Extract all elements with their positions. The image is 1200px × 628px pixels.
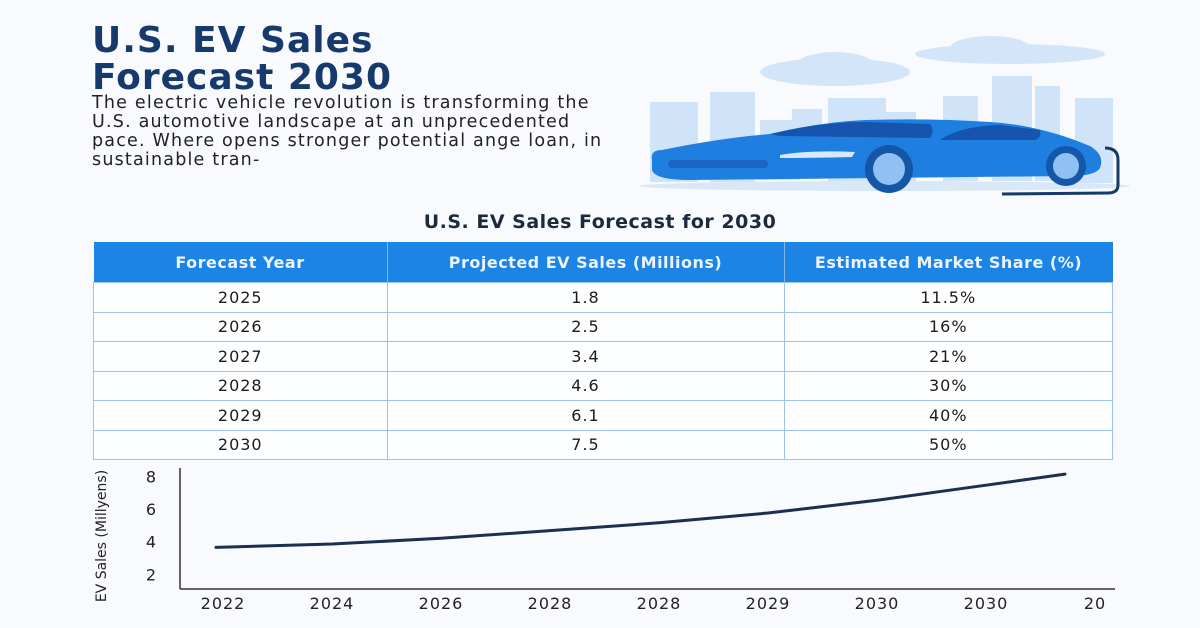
y-tick-label: 8: [146, 468, 156, 487]
column-header: Forecast Year: [93, 242, 388, 283]
x-tick-label: 2029: [746, 594, 791, 613]
cell-year: 2028: [93, 370, 388, 401]
page-title: U.S. EV Sales Forecast 2030: [92, 22, 392, 96]
table-title: U.S. EV Sales Forecast for 2030: [423, 211, 777, 233]
cell-share: 50%: [783, 429, 1113, 460]
x-tick-label: 2028: [528, 594, 573, 613]
x-tick-label: 2026: [419, 594, 464, 613]
cell-share: 16%: [783, 311, 1113, 342]
cell-sales: 7.5: [386, 429, 785, 460]
y-tick-label: 6: [146, 500, 156, 519]
cell-sales: 6.1: [386, 400, 785, 431]
x-tick-label: 2022: [201, 594, 246, 613]
table-header-row: Forecast Year Projected EV Sales (Millio…: [93, 242, 1113, 283]
charging-cable-icon: [1001, 146, 1120, 196]
cell-sales: 1.8: [386, 282, 785, 313]
y-axis-label: EV Sales (Millyens): [94, 470, 110, 602]
y-tick-label: 4: [146, 533, 156, 552]
table-row: 2030 7.5 50%: [93, 429, 1113, 460]
table-row: 2025 1.8 11.5%: [93, 282, 1113, 313]
cell-sales: 2.5: [386, 311, 785, 342]
y-tick-label: 2: [146, 565, 156, 584]
x-tick-label: 2030: [964, 594, 1009, 613]
cell-share: 30%: [783, 370, 1113, 401]
car-icon: [651, 119, 1120, 196]
series-line: [214, 472, 1067, 549]
x-tick-label: 2028: [637, 594, 682, 613]
column-header: Estimated Market Share (%): [784, 242, 1113, 283]
x-tick-label: 2024: [310, 594, 355, 613]
cell-year: 2026: [93, 311, 388, 342]
intro-paragraph: The electric vehicle revolution is trans…: [92, 93, 603, 170]
cell-sales: 4.6: [386, 370, 785, 401]
title-line-1: U.S. EV Sales: [92, 20, 374, 61]
table-row: 2026 2.5 16%: [93, 311, 1113, 342]
title-line-2: Forecast 2030: [92, 57, 393, 98]
cloud-icon: [760, 36, 1105, 86]
cell-share: 21%: [783, 341, 1113, 372]
cell-year: 2029: [93, 400, 388, 431]
cell-share: 11.5%: [783, 282, 1113, 313]
table-row: 2029 6.1 40%: [93, 400, 1113, 431]
table-row: 2028 4.6 30%: [93, 370, 1113, 401]
x-tick-label: 20: [1084, 594, 1106, 613]
electric-car-city-icon: [640, 36, 1130, 196]
table-row: 2027 3.4 21%: [93, 341, 1113, 372]
cell-share: 40%: [783, 400, 1113, 431]
cell-year: 2027: [93, 341, 388, 372]
column-header: Projected EV Sales (Millions): [387, 242, 785, 283]
forecast-table: Forecast Year Projected EV Sales (Millio…: [93, 242, 1113, 460]
cell-sales: 3.4: [386, 341, 785, 372]
x-tick-label: 2030: [855, 594, 900, 613]
cell-year: 2030: [93, 429, 388, 460]
cell-year: 2025: [93, 282, 388, 313]
